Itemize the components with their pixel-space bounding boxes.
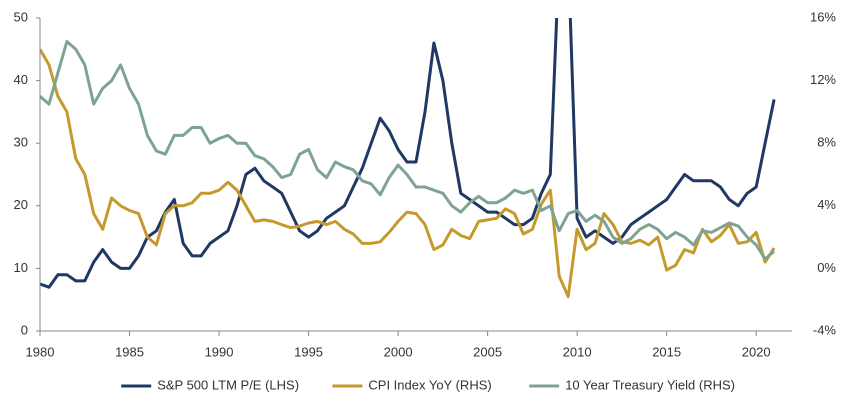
y2-tick-label: 8% [817,135,836,150]
y-tick-label: 40 [14,72,28,87]
x-tick-label: 2015 [652,344,681,359]
y2-tick-label: 12% [810,72,836,87]
x-tick-label: 2005 [473,344,502,359]
x-tick-label: 1995 [294,344,323,359]
legend-label: CPI Index YoY (RHS) [368,377,491,392]
y2-tick-label: 4% [817,197,836,212]
y-tick-label: 10 [14,260,28,275]
x-tick-label: 2000 [384,344,413,359]
series-line [40,18,776,289]
y-tick-label: 0 [21,322,28,337]
legend-label: S&P 500 LTM P/E (LHS) [157,377,299,392]
x-tick-label: 1980 [26,344,55,359]
y2-tick-label: 0% [817,260,836,275]
x-tick-label: 2010 [563,344,592,359]
y-tick-label: 50 [14,9,28,24]
y-tick-label: 20 [14,197,28,212]
plot-area [40,18,776,299]
y-tick-label: 30 [14,135,28,150]
x-tick-label: 2020 [742,344,771,359]
legend-label: 10 Year Treasury Yield (RHS) [565,377,735,392]
series-line [40,40,776,261]
series-line [40,48,776,299]
x-tick-label: 1985 [115,344,144,359]
x-tick-label: 1990 [205,344,234,359]
y2-tick-label: 16% [810,9,836,24]
y2-tick-label: -4% [813,322,837,337]
